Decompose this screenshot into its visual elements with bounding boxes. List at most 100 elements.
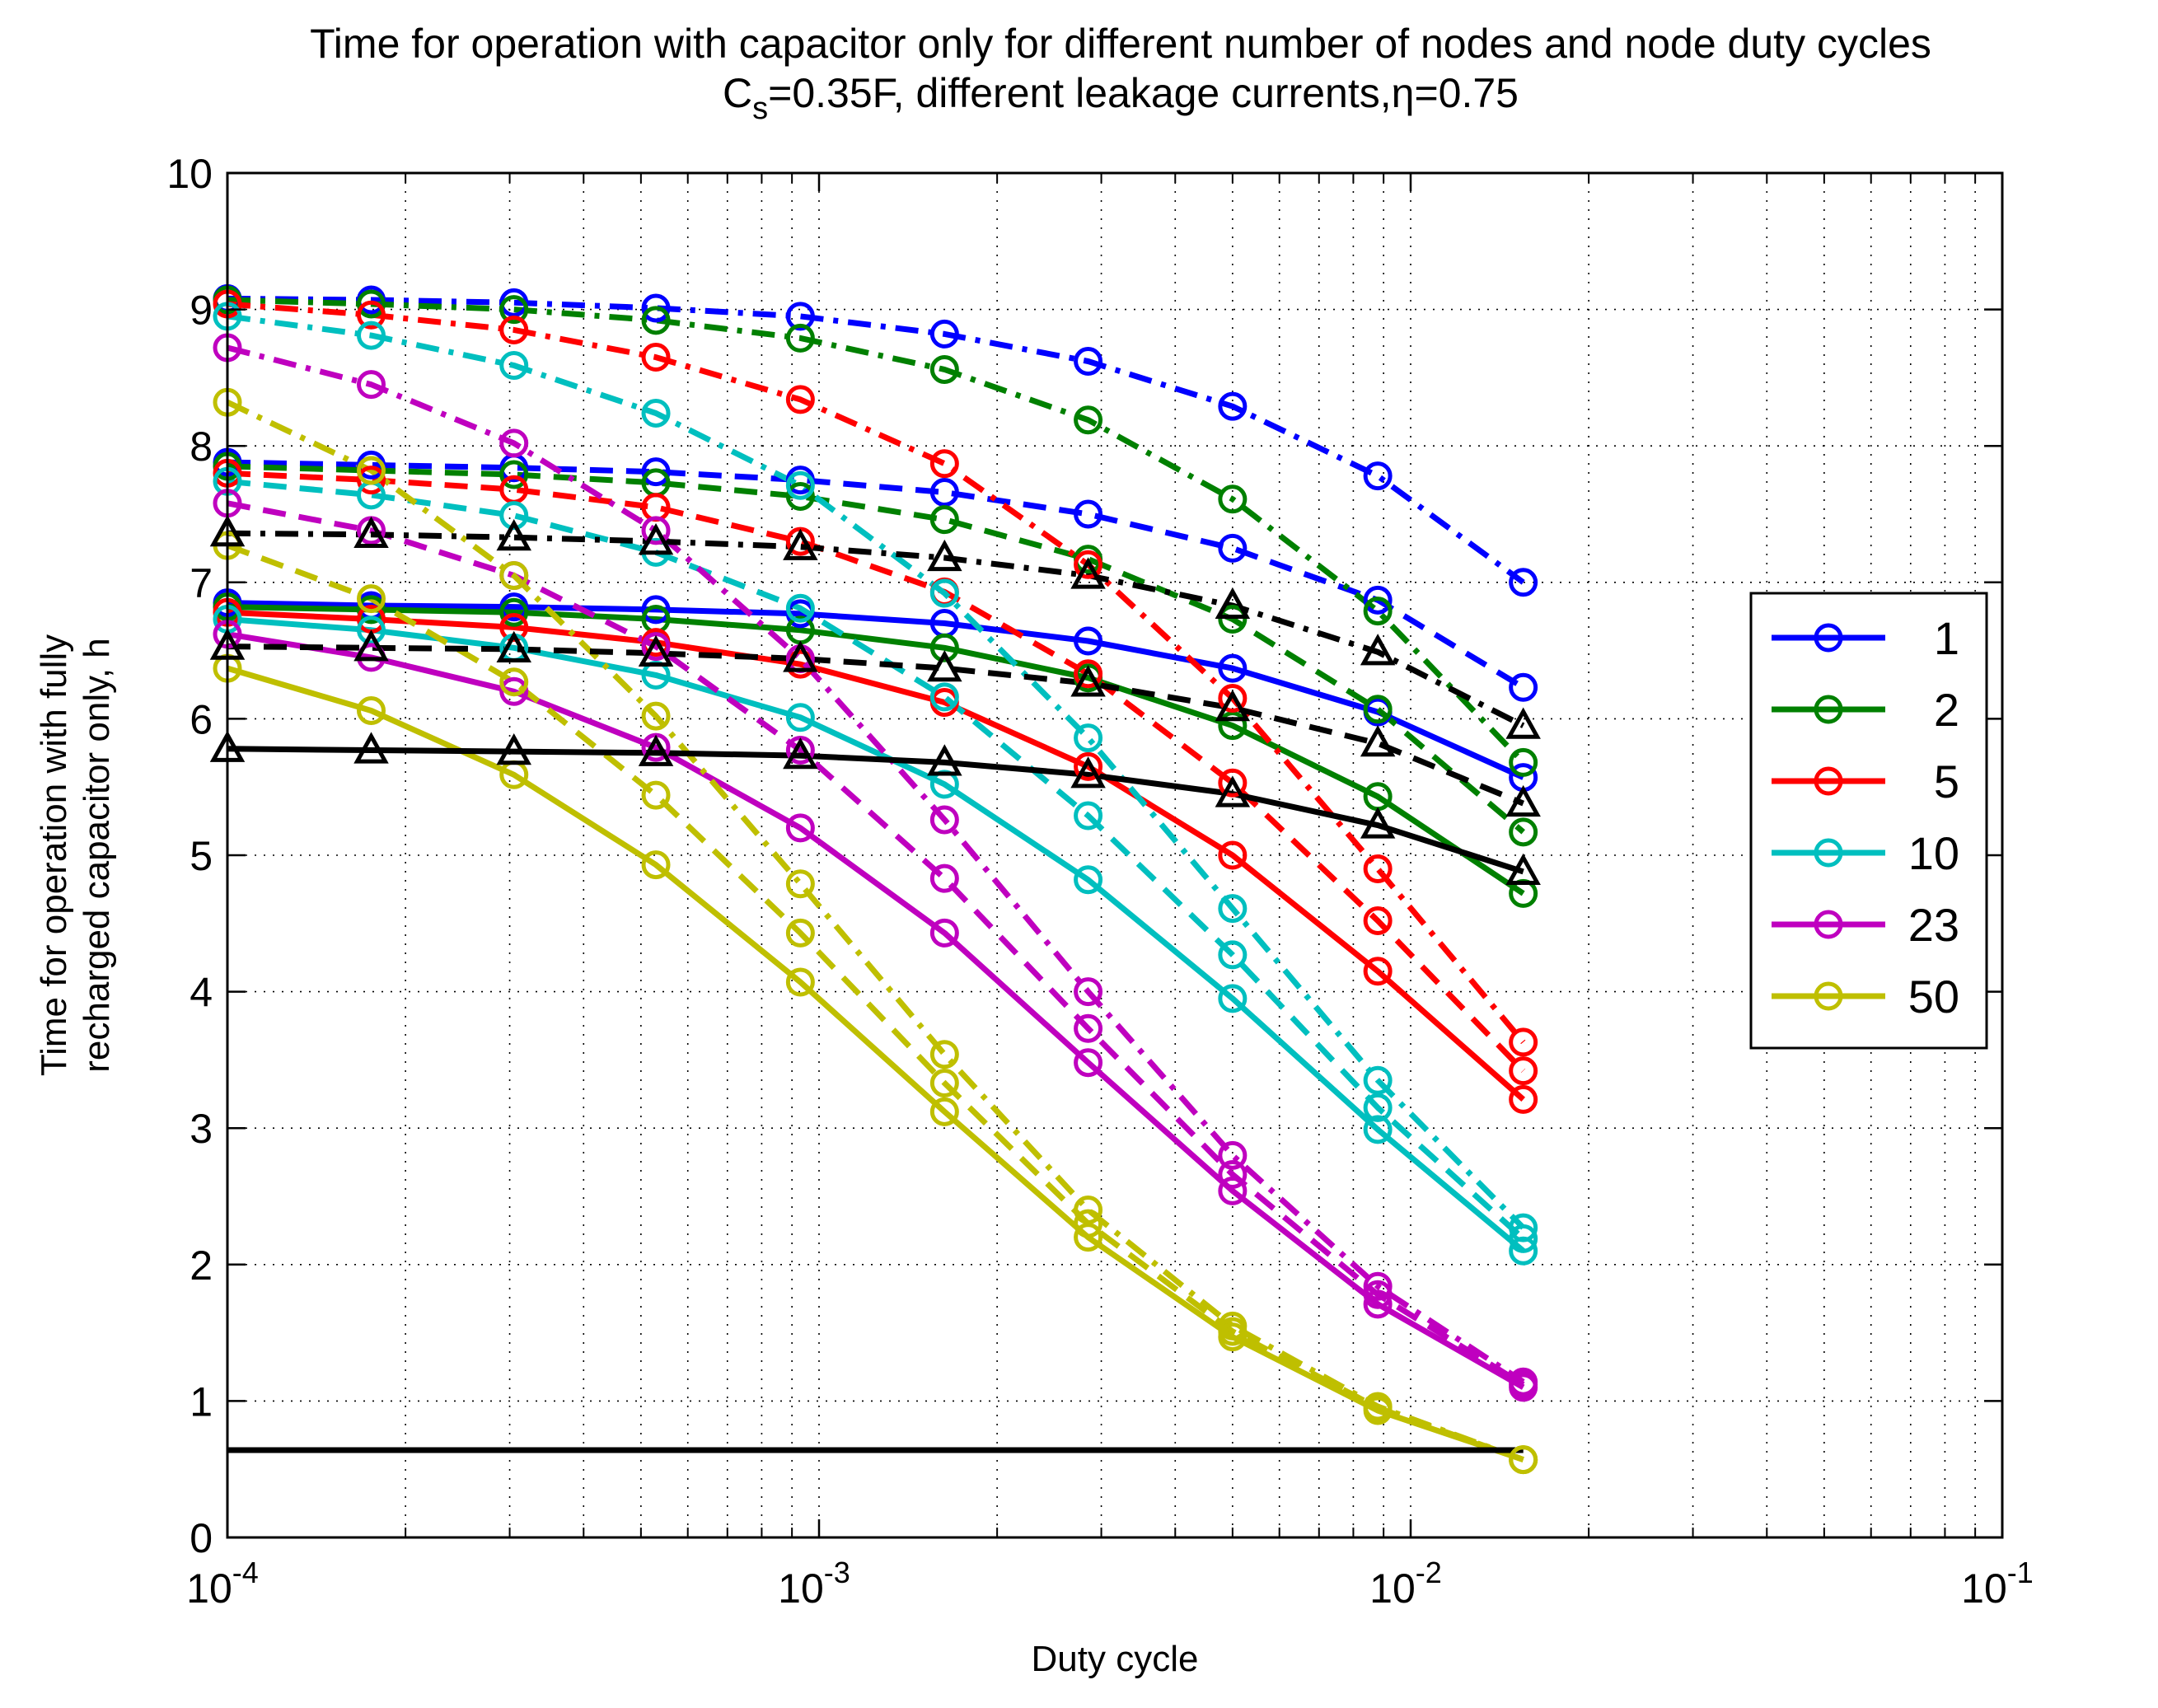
data-point-marker: [499, 676, 529, 706]
data-point-marker: [1363, 1093, 1393, 1122]
legend-label: 5: [1934, 756, 1959, 807]
data-point-marker: [927, 539, 962, 572]
y-tick-label: 10: [166, 151, 213, 197]
series-line: [227, 604, 1525, 896]
legend-swatch-marker: [1814, 838, 1843, 868]
series-line: [226, 400, 1524, 1462]
chart-title: Time for operation with capacitor only f…: [310, 21, 1931, 67]
legend-label: 10: [1908, 827, 1959, 879]
data-point-marker: [783, 737, 818, 770]
data-point-marker: [1074, 801, 1103, 831]
data-point-marker: [1074, 977, 1103, 1007]
data-point-marker: [785, 869, 815, 899]
y-tick-label: 2: [190, 1242, 213, 1289]
data-point-marker: [1360, 807, 1396, 839]
data-point-marker: [785, 302, 815, 331]
data-point-marker: [1218, 605, 1248, 634]
data-point-marker: [785, 481, 815, 511]
data-point-marker: [1363, 957, 1393, 986]
data-point-marker: [929, 805, 959, 835]
data-point-marker: [499, 350, 529, 380]
data-point-marker: [785, 918, 815, 948]
data-point-marker: [638, 634, 674, 667]
data-point-marker: [641, 780, 671, 810]
data-point-marker: [499, 460, 529, 489]
data-point-marker: [1074, 1209, 1103, 1238]
series-line: [227, 344, 1525, 1385]
data-point-marker: [1218, 1311, 1248, 1341]
data-point-marker: [785, 385, 815, 414]
data-point-marker: [499, 561, 529, 591]
data-point-marker: [1218, 684, 1248, 714]
series-line: [227, 665, 1524, 1462]
data-point-marker: [1363, 905, 1393, 935]
data-point-marker: [1218, 894, 1248, 924]
data-point-marker: [499, 597, 529, 627]
data-point-marker: [499, 612, 529, 642]
data-point-marker: [353, 516, 389, 548]
data-point-marker: [1363, 1289, 1393, 1319]
data-point-marker: [1363, 597, 1393, 626]
data-point-marker: [1363, 1392, 1393, 1421]
data-point-marker: [929, 578, 959, 608]
y-axis-label: Time for operation with fully recharged …: [34, 634, 117, 1076]
data-point-marker: [1218, 391, 1248, 421]
data-point-marker: [1074, 405, 1103, 435]
legend-swatch-marker: [1814, 981, 1843, 1011]
series-line: [227, 500, 1525, 1387]
data-point-marker: [1218, 1160, 1248, 1190]
legend-label: 2: [1934, 684, 1959, 736]
data-point-marker: [1074, 865, 1103, 895]
data-point-marker: [357, 289, 386, 319]
data-point-marker: [1218, 533, 1248, 563]
data-point-marker: [641, 850, 671, 880]
data-point-marker: [1363, 585, 1393, 615]
data-point-marker: [1218, 984, 1248, 1013]
data-point-marker: [1074, 1196, 1103, 1225]
series-line: [227, 459, 1525, 690]
data-point-marker: [1509, 672, 1538, 702]
data-point-marker: [641, 595, 671, 625]
chart-subtitle: Cs=0.35F, different leakage currents,η=0…: [723, 70, 1519, 126]
legend-swatch-marker: [1814, 623, 1843, 653]
data-point-marker: [785, 813, 815, 843]
data-point-marker: [927, 744, 962, 776]
data-point-marker: [1509, 1056, 1538, 1086]
series-line: [226, 542, 1524, 1462]
data-point-marker: [929, 918, 959, 948]
data-point-marker: [1074, 723, 1103, 753]
data-point-marker: [499, 501, 529, 531]
data-point-marker: [929, 449, 959, 479]
data-point-marker: [641, 293, 671, 323]
data-point-marker: [638, 734, 674, 766]
data-point-marker: [1074, 1013, 1103, 1043]
y-axis-label-line1: Time for operation with fully: [34, 634, 74, 1076]
data-point-marker: [357, 615, 386, 645]
data-point-marker: [929, 863, 959, 893]
y-axis-label-line2: recharged capacitor only, h: [77, 638, 117, 1072]
data-point-marker: [785, 470, 815, 500]
data-point-marker: [496, 630, 531, 663]
data-point-marker: [1509, 817, 1538, 847]
data-point-marker: [353, 732, 389, 764]
data-point-marker: [929, 319, 959, 349]
legend-label: 1: [1934, 612, 1959, 664]
subtitle-prefix: C: [723, 70, 752, 116]
data-point-marker: [785, 323, 815, 353]
data-point-marker: [638, 522, 674, 555]
data-point-marker: [1363, 854, 1393, 884]
data-point-marker: [357, 456, 386, 485]
x-tick-label: 10-3: [778, 1556, 850, 1612]
data-point-marker: [1509, 1213, 1538, 1242]
data-point-marker: [1070, 557, 1106, 589]
data-point-marker: [1509, 1224, 1538, 1253]
data-point-marker: [357, 466, 386, 495]
data-point-marker: [929, 505, 959, 535]
data-point-marker: [1215, 775, 1251, 807]
data-point-marker: [499, 428, 529, 458]
data-point-marker: [357, 300, 386, 330]
series-line: [227, 530, 1525, 728]
y-tick-label: 9: [190, 288, 213, 334]
legend: 1 2 5 10 23 50: [1749, 592, 1988, 1050]
data-point-marker: [1509, 1445, 1538, 1475]
